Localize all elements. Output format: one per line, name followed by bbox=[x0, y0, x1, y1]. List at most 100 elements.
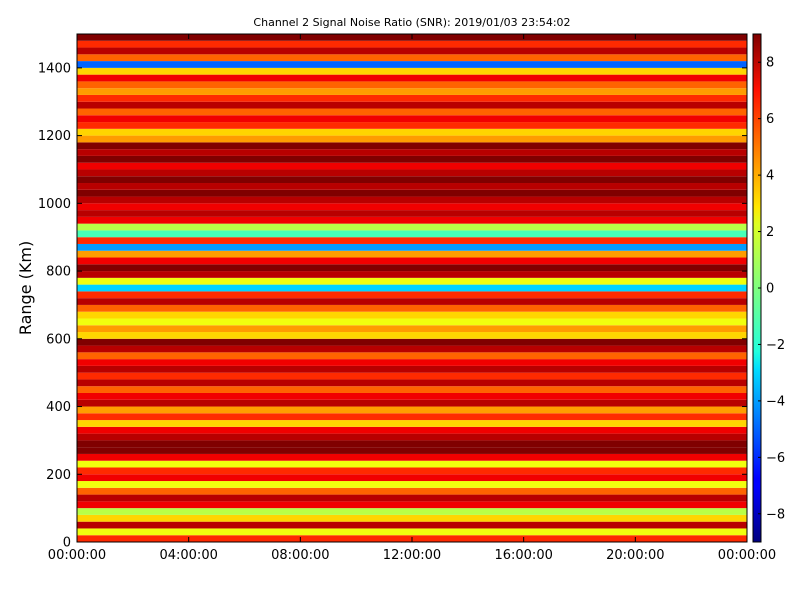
x-axis-ticks: 00:00:00 04:00:00 08:00:00 12:00:00 16:00:00… bbox=[48, 34, 776, 563]
heatmap-row bbox=[77, 399, 747, 407]
heatmap-row bbox=[77, 101, 747, 109]
heatmap-row bbox=[77, 277, 747, 285]
heatmap-row bbox=[77, 359, 747, 366]
x-tick-label: 12:00:00 bbox=[383, 548, 441, 563]
heatmap-row bbox=[77, 155, 747, 163]
y-tick-label: 400 bbox=[46, 400, 71, 415]
heatmap-row bbox=[77, 514, 747, 522]
heatmap-row bbox=[77, 460, 747, 468]
heatmap-row bbox=[77, 196, 747, 204]
colorbar-ticks: 8 6 4 2 0 −2 −4 −6 −8 bbox=[758, 56, 785, 522]
heatmap-row bbox=[77, 47, 747, 55]
heatmap-row bbox=[77, 81, 747, 89]
heatmap-row bbox=[77, 318, 747, 326]
heatmap-row bbox=[77, 243, 747, 251]
heatmap-row bbox=[77, 203, 747, 211]
heatmap-row bbox=[77, 413, 747, 421]
heatmap-row bbox=[77, 108, 747, 116]
heatmap-row bbox=[77, 210, 747, 217]
colorbar-tick-label: −2 bbox=[766, 338, 785, 353]
heatmap-row bbox=[77, 149, 747, 156]
heatmap-row bbox=[77, 325, 747, 333]
heatmap-row bbox=[77, 332, 747, 339]
x-tick-label: 00:00:00 bbox=[48, 548, 106, 563]
heatmap-row bbox=[77, 467, 747, 475]
heatmap-row bbox=[77, 169, 747, 177]
x-tick-label: 00:00:00 bbox=[718, 548, 776, 563]
heatmap-row bbox=[77, 74, 747, 82]
heatmap-row bbox=[77, 406, 747, 414]
heatmap-row bbox=[77, 311, 747, 319]
heatmap-row bbox=[77, 298, 747, 305]
heatmap-row bbox=[77, 189, 747, 197]
chart-title: Channel 2 Signal Noise Ratio (SNR): 2019… bbox=[253, 16, 570, 29]
x-tick-label: 20:00:00 bbox=[606, 548, 664, 563]
heatmap-row bbox=[77, 128, 747, 136]
heatmap-row bbox=[77, 291, 747, 299]
heatmap-row bbox=[77, 528, 747, 536]
heatmap-row bbox=[77, 264, 747, 272]
heatmap-row bbox=[77, 54, 747, 62]
heatmap-row bbox=[77, 237, 747, 244]
heatmap-row bbox=[77, 142, 747, 150]
heatmap-cells bbox=[77, 34, 747, 542]
colorbar-tick-label: −4 bbox=[766, 394, 785, 409]
heatmap-row bbox=[77, 345, 747, 353]
y-tick-label: 600 bbox=[46, 332, 71, 347]
heatmap-row bbox=[77, 521, 747, 529]
y-tick-label: 1000 bbox=[38, 197, 71, 212]
x-tick-label: 08:00:00 bbox=[271, 548, 329, 563]
heatmap-row bbox=[77, 271, 747, 278]
heatmap-row bbox=[77, 494, 747, 502]
heatmap-row bbox=[77, 386, 747, 393]
heatmap-row bbox=[77, 257, 747, 265]
heatmap-row bbox=[77, 508, 747, 515]
colorbar-tick-label: 2 bbox=[766, 225, 774, 240]
heatmap-row bbox=[77, 453, 747, 461]
colorbar-tick-label: −8 bbox=[766, 507, 785, 522]
heatmap-row bbox=[77, 501, 747, 509]
colorbar-tick-label: 6 bbox=[766, 112, 774, 127]
heatmap-row bbox=[77, 94, 747, 102]
x-tick-label: 16:00:00 bbox=[494, 548, 552, 563]
heatmap-row bbox=[77, 250, 747, 258]
heatmap-row bbox=[77, 135, 747, 143]
y-tick-label: 800 bbox=[46, 265, 71, 280]
y-tick-label: 1400 bbox=[38, 61, 71, 76]
heatmap-row bbox=[77, 372, 747, 380]
heatmap-row bbox=[77, 447, 747, 454]
heatmap-row bbox=[77, 338, 747, 346]
heatmap-row bbox=[77, 176, 747, 184]
heatmap-row bbox=[77, 365, 747, 373]
heatmap-row bbox=[77, 122, 747, 129]
heatmap-row bbox=[77, 392, 747, 400]
heatmap-row bbox=[77, 433, 747, 441]
colorbar-tick-label: 0 bbox=[766, 282, 774, 297]
x-tick-label: 04:00:00 bbox=[159, 548, 217, 563]
heatmap-row bbox=[77, 230, 747, 238]
y-axis-label: Range (Km) bbox=[16, 241, 35, 335]
heatmap-row bbox=[77, 61, 747, 68]
y-tick-label: 0 bbox=[63, 536, 71, 551]
y-axis-ticks: 0 200 400 600 800 1000 1200 1400 bbox=[38, 61, 747, 551]
heatmap-row bbox=[77, 474, 747, 482]
heatmap-row bbox=[77, 216, 747, 224]
heatmap-row bbox=[77, 352, 747, 360]
heatmap-row bbox=[77, 481, 747, 488]
colorbar-tick-label: 8 bbox=[766, 56, 774, 71]
y-tick-label: 1200 bbox=[38, 129, 71, 144]
y-tick-label: 200 bbox=[46, 468, 71, 483]
heatmap-row bbox=[77, 88, 747, 95]
heatmap-row bbox=[77, 304, 747, 312]
heatmap-row bbox=[77, 379, 747, 387]
heatmap-row bbox=[77, 115, 747, 123]
heatmap-row bbox=[77, 440, 747, 448]
heatmap-row bbox=[77, 162, 747, 170]
heatmap-row bbox=[77, 284, 747, 292]
heatmap-row bbox=[77, 67, 747, 75]
heatmap-row bbox=[77, 223, 747, 231]
heatmap-row bbox=[77, 183, 747, 190]
heatmap-row bbox=[77, 487, 747, 495]
heatmap-row bbox=[77, 426, 747, 434]
